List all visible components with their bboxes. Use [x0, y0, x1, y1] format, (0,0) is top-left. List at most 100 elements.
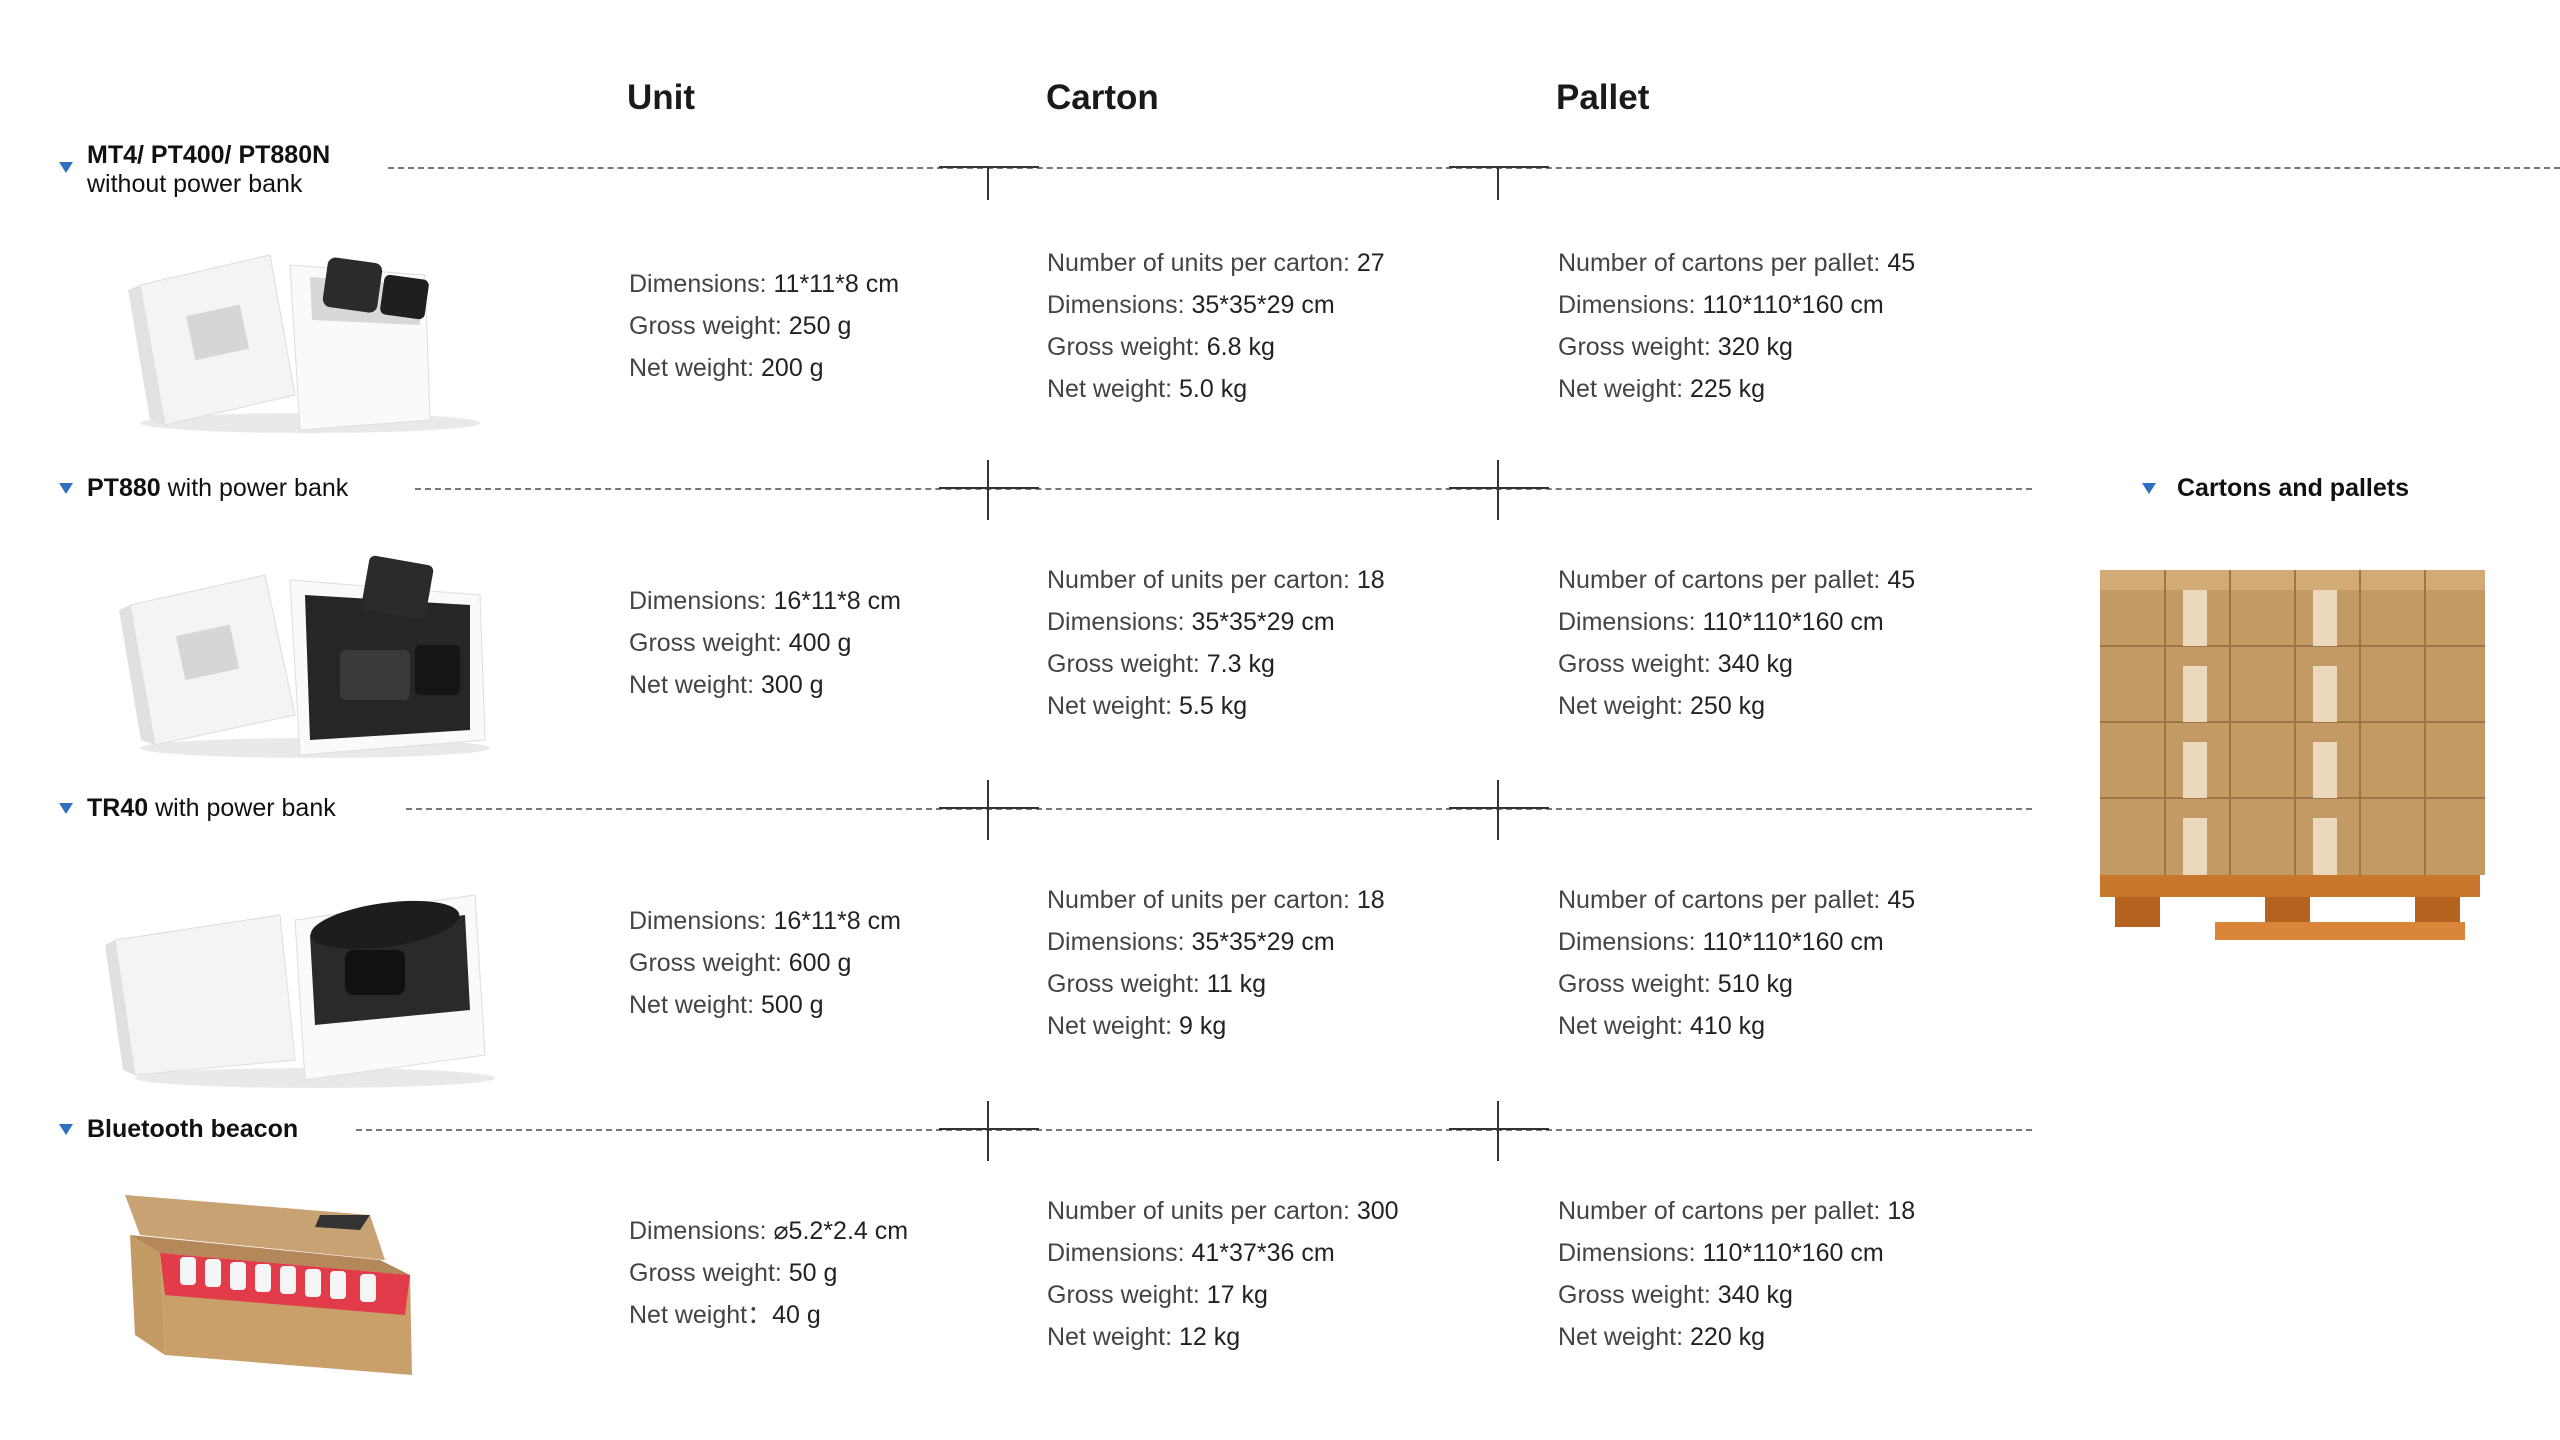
divider-cross-v — [1497, 1101, 1499, 1161]
spec-value: 510 kg — [1717, 970, 1793, 998]
divider-cross-h — [1449, 807, 1549, 809]
spec-label: Number of units per carton: — [1047, 1197, 1357, 1225]
spec-line: Number of cartons per pallet: 45 — [1558, 559, 1915, 601]
unit-specs-2: Dimensions: 16*11*8 cm Gross weight: 400… — [629, 580, 901, 706]
spec-line: Net weight: 410 kg — [1558, 1005, 1915, 1047]
spec-label: Net weight: — [629, 991, 762, 1019]
spec-line: Gross weight: 17 kg — [1047, 1274, 1399, 1316]
section-title-text: MT4/ PT400/ PT880N — [87, 141, 331, 169]
spec-label: Dimensions: — [1558, 1239, 1703, 1267]
spec-label: Number of cartons per pallet: — [1558, 1197, 1888, 1225]
spec-line: Dimensions: 35*35*29 cm — [1047, 284, 1385, 326]
unit-specs-4: Dimensions: ⌀5.2*2.4 cm Gross weight: 50… — [629, 1210, 908, 1336]
spec-line: Gross weight: 6.8 kg — [1047, 326, 1385, 368]
spec-label: Gross weight: — [629, 312, 789, 340]
spec-line: Net weight: 300 g — [629, 664, 901, 706]
spec-line: Net weight: 9 kg — [1047, 1005, 1385, 1047]
spec-label: Dimensions: — [1047, 291, 1192, 319]
spec-line: Dimensions: 41*37*36 cm — [1047, 1232, 1399, 1274]
divider-cross-v — [987, 1101, 989, 1161]
spec-label: Net weight: — [1047, 1323, 1180, 1351]
section-divider — [406, 808, 2032, 810]
spec-value: 340 kg — [1717, 1281, 1793, 1309]
product-image-tr40 — [105, 894, 495, 1088]
section-title-suffix: with power bank — [148, 794, 336, 822]
spec-line: Dimensions: 35*35*29 cm — [1047, 601, 1385, 643]
spec-label: Dimensions: — [1558, 928, 1703, 956]
spec-value: 400 g — [788, 629, 852, 657]
spec-value: 200 g — [761, 354, 824, 382]
spec-value: 18 — [1356, 566, 1385, 594]
spec-label: Dimensions: — [1558, 291, 1703, 319]
spec-line: Dimensions: 16*11*8 cm — [629, 900, 901, 942]
spec-label: Gross weight: — [1558, 1281, 1718, 1309]
divider-cross-v — [1497, 780, 1499, 840]
divider-cross-v — [987, 167, 989, 200]
section-title-2: PT880 with power bank — [87, 474, 348, 503]
spec-value: 9 kg — [1179, 1012, 1227, 1040]
spec-line: Number of cartons per pallet: 45 — [1558, 879, 1915, 921]
spec-label: Net weight: — [629, 671, 762, 699]
carton-specs-4: Number of units per carton: 300 Dimensio… — [1047, 1190, 1399, 1358]
spec-value: 18 — [1887, 1197, 1916, 1225]
spec-label: Number of cartons per pallet: — [1558, 886, 1888, 914]
spec-label: Dimensions: — [1558, 608, 1703, 636]
spec-label: Number of units per carton: — [1047, 249, 1357, 277]
spec-line: Dimensions: 110*110*160 cm — [1558, 921, 1915, 963]
spec-value: 11*11*8 cm — [773, 270, 900, 298]
spec-line: Gross weight: 340 kg — [1558, 643, 1915, 685]
spec-value: 340 kg — [1717, 650, 1793, 678]
spec-line: Gross weight: 250 g — [629, 305, 899, 347]
spec-value: 110*110*160 cm — [1702, 291, 1884, 319]
spec-value: 11 kg — [1206, 970, 1267, 998]
spec-line: Net weight: 225 kg — [1558, 368, 1915, 410]
spec-label: Dimensions: — [629, 270, 774, 298]
spec-label: Dimensions: — [1047, 1239, 1192, 1267]
spec-line: Net weight: 220 kg — [1558, 1316, 1915, 1358]
section-title-text: PT880 — [87, 474, 161, 502]
spec-value: 16*11*8 cm — [773, 587, 901, 615]
section-divider — [356, 1129, 2032, 1131]
spec-label: Net weight: — [1047, 375, 1180, 403]
carton-specs-1: Number of units per carton: 27 Dimension… — [1047, 242, 1385, 410]
spec-value: 41*37*36 cm — [1191, 1239, 1335, 1267]
divider-cross-h — [1449, 487, 1549, 489]
divider-cross-h — [1449, 166, 1549, 168]
spec-value: 45 — [1887, 249, 1916, 277]
product-image-beacon — [125, 1195, 412, 1375]
carton-specs-3: Number of units per carton: 18 Dimension… — [1047, 879, 1385, 1047]
spec-value: 600 g — [788, 949, 852, 977]
spec-value: 250 kg — [1690, 692, 1766, 720]
spec-label: Net weight: — [1047, 1012, 1180, 1040]
spec-line: Net weight: 500 g — [629, 984, 901, 1026]
spec-value: 300 g — [761, 671, 824, 699]
spec-value: 35*35*29 cm — [1191, 608, 1335, 636]
spec-value: 18 — [1356, 886, 1385, 914]
spec-line: Dimensions: ⌀5.2*2.4 cm — [629, 1210, 908, 1252]
spec-line: Gross weight: 7.3 kg — [1047, 643, 1385, 685]
divider-cross-v — [987, 780, 989, 840]
spec-line: Gross weight: 600 g — [629, 942, 901, 984]
unit-specs-1: Dimensions: 11*11*8 cm Gross weight: 250… — [629, 263, 899, 389]
spec-value: 35*35*29 cm — [1191, 928, 1335, 956]
divider-cross-v — [1497, 460, 1499, 520]
spec-label: Net weight: — [1558, 1012, 1691, 1040]
spec-value: 12 kg — [1179, 1323, 1241, 1351]
spec-line: Gross weight: 340 kg — [1558, 1274, 1915, 1316]
spec-label: Gross weight: — [1047, 970, 1207, 998]
section-divider — [388, 167, 2560, 169]
section-title-3: TR40 with power bank — [87, 794, 336, 823]
spec-label: Net weight: — [1047, 692, 1180, 720]
spec-label: Number of units per carton: — [1047, 886, 1357, 914]
spec-label: Net weight： — [629, 1301, 773, 1329]
spec-label: Gross weight: — [629, 1259, 789, 1287]
column-header-carton: Carton — [1046, 78, 1159, 117]
pallet-specs-1: Number of cartons per pallet: 45 Dimensi… — [1558, 242, 1915, 410]
spec-line: Dimensions: 110*110*160 cm — [1558, 1232, 1915, 1274]
spec-line: Dimensions: 16*11*8 cm — [629, 580, 901, 622]
spec-label: Dimensions: — [629, 907, 774, 935]
spec-line: Dimensions: 11*11*8 cm — [629, 263, 899, 305]
spec-value: 225 kg — [1690, 375, 1766, 403]
product-image-pt880 — [119, 555, 490, 758]
pallet-specs-2: Number of cartons per pallet: 45 Dimensi… — [1558, 559, 1915, 727]
